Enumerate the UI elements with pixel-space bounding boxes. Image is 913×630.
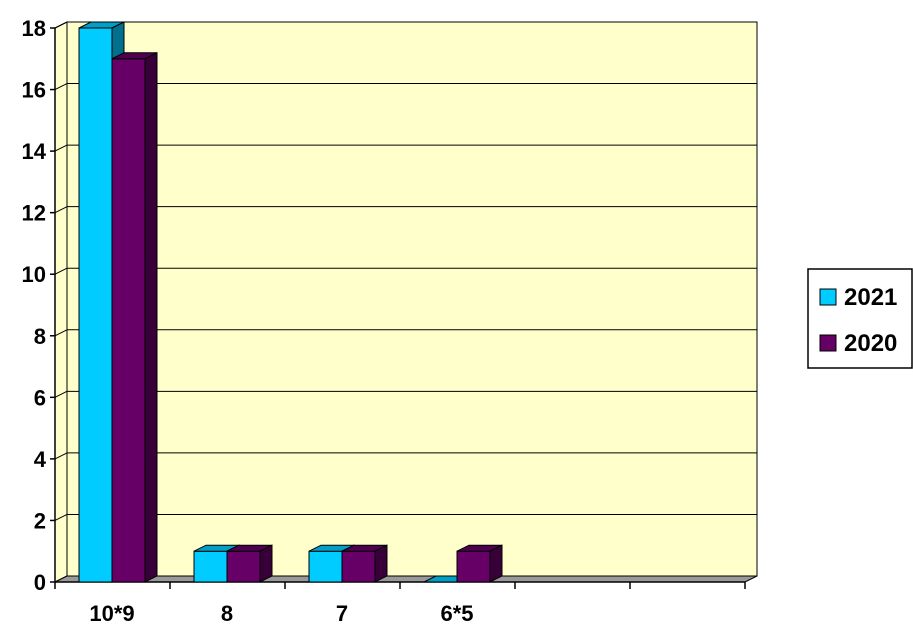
- x-tick-label: 7: [336, 601, 348, 626]
- gridline-side: [54, 21, 68, 29]
- bar-side: [259, 544, 273, 583]
- y-tick-label: 12: [22, 201, 46, 226]
- legend-swatch-2020: [819, 334, 837, 352]
- gridline-side: [54, 267, 68, 275]
- y-tick-label: 8: [34, 324, 46, 349]
- bar-front: [456, 550, 491, 583]
- gridline-side: [54, 452, 68, 460]
- gridlines: [54, 21, 757, 521]
- tick-labels: 0 2 4 6 8 10 12 14 16 18 10*9 8 7 6*5: [22, 16, 474, 626]
- chart-floor: [54, 575, 758, 583]
- bar-front: [341, 550, 376, 583]
- y-tick-label: 10: [22, 262, 46, 287]
- bar-front: [193, 550, 228, 583]
- gridline-side: [54, 390, 68, 398]
- y-tick-label: 0: [34, 570, 46, 595]
- y-tick-label: 16: [22, 78, 46, 103]
- side-wall: [54, 21, 68, 583]
- bars: [78, 21, 503, 583]
- legend-label-2020: 2020: [844, 330, 897, 357]
- chart-walls: [54, 21, 758, 583]
- legend-label-2021: 2021: [844, 284, 897, 311]
- legend-swatch-2021: [819, 288, 837, 306]
- y-tick-label: 6: [34, 385, 46, 410]
- x-tick-label: 6*5: [440, 601, 473, 626]
- gridline-side: [54, 329, 68, 337]
- gridline-side: [54, 513, 68, 521]
- axes: [50, 27, 746, 589]
- bar-front: [111, 58, 146, 583]
- bar-2020-3: [456, 544, 503, 583]
- bar-front: [308, 550, 343, 583]
- bar-side: [374, 544, 388, 583]
- gridline-side: [54, 83, 68, 91]
- x-tick-label: 10*9: [89, 601, 134, 626]
- gridline-side: [54, 206, 68, 214]
- bar-front: [226, 550, 261, 583]
- y-tick-label: 2: [34, 508, 46, 533]
- bar-side: [144, 51, 158, 583]
- legend: 2021 2020: [807, 268, 913, 369]
- bar-side: [489, 544, 503, 583]
- bar-2020-1: [226, 544, 273, 583]
- back-wall: [66, 21, 758, 577]
- bar-front: [78, 27, 113, 583]
- bar-2020-0: [111, 51, 158, 583]
- y-tick-label: 14: [22, 139, 47, 164]
- y-tick-label: 4: [34, 447, 47, 472]
- gridline-side: [54, 144, 68, 152]
- y-tick-label: 18: [22, 16, 46, 41]
- bar-2020-2: [341, 544, 388, 583]
- x-tick-label: 8: [221, 601, 233, 626]
